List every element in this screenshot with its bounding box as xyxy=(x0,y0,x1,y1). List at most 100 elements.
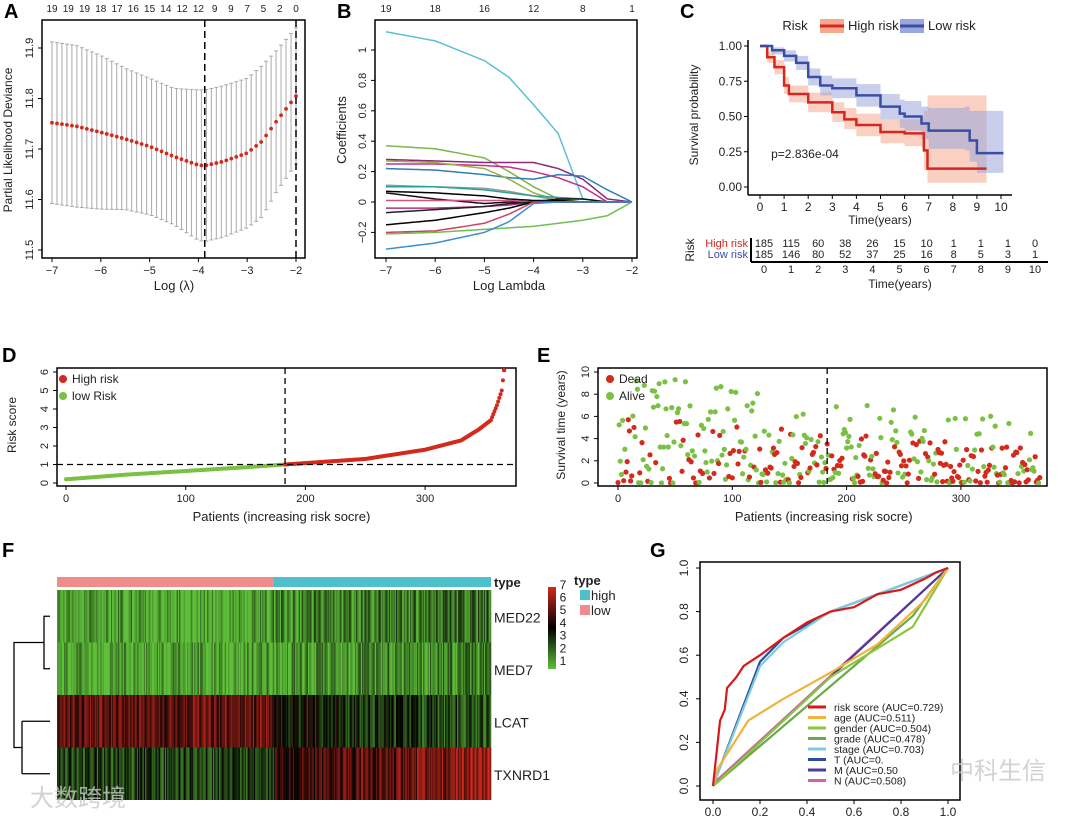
heatmap-cell xyxy=(316,695,318,748)
heatmap-cell xyxy=(413,590,416,643)
dead-point xyxy=(1016,480,1022,486)
heatmap-cell xyxy=(278,642,281,695)
heatmap-cell xyxy=(487,747,489,800)
gene-label: LCAT xyxy=(494,714,529,730)
heatmap-cell xyxy=(171,590,174,643)
heatmap-cell xyxy=(244,695,247,748)
heatmap-cell xyxy=(479,695,481,748)
alive-point xyxy=(669,405,675,411)
risk-table-row-label: Low risk xyxy=(708,249,749,261)
heatmap-cell xyxy=(222,642,224,695)
heatmap-cell xyxy=(85,695,87,748)
dead-point xyxy=(823,465,829,472)
heatmap-cell xyxy=(269,590,271,643)
alive-point xyxy=(924,477,930,483)
heatmap-cell xyxy=(369,590,371,643)
heatmap-cell xyxy=(69,747,72,800)
heatmap-cell xyxy=(414,695,417,748)
heatmap-cell xyxy=(220,695,222,748)
heatmap-cell xyxy=(369,695,371,748)
heatmap-cell xyxy=(312,642,315,695)
alive-point xyxy=(725,406,731,412)
p-value: p=2.836e-04 xyxy=(771,147,839,161)
heatmap-cell xyxy=(420,590,423,643)
heatmap-cell xyxy=(388,642,391,695)
heatmap-cell xyxy=(275,695,277,748)
x-axis-label: Patients (increasing risk socre) xyxy=(735,509,913,524)
risk-table-time: 1 xyxy=(788,264,794,276)
alive-point xyxy=(816,479,822,485)
legend-swatch-low xyxy=(580,605,590,615)
heatmap-cell xyxy=(424,695,426,748)
heatmap-cell xyxy=(171,747,174,800)
heatmap-cell xyxy=(482,695,485,748)
legend-label: gender (AUC=0.504) xyxy=(834,723,931,735)
heatmap-cell xyxy=(400,590,403,643)
heatmap-cell xyxy=(259,695,262,748)
heatmap-cell xyxy=(393,747,396,800)
heatmap-cell xyxy=(371,590,373,643)
heatmap-cell xyxy=(352,747,355,800)
heatmap-cell xyxy=(220,590,222,643)
heatmap-cell xyxy=(403,747,405,800)
heatmap-cell xyxy=(372,695,375,748)
dead-point xyxy=(746,474,753,480)
heatmap-cell xyxy=(159,590,161,643)
heatmap-cell xyxy=(448,747,451,800)
heatmap-cell xyxy=(489,695,492,748)
alive-point xyxy=(689,448,695,454)
deviance-point xyxy=(244,151,249,156)
alive-point xyxy=(870,466,876,472)
heatmap-cell xyxy=(228,747,230,800)
heatmap-cell xyxy=(255,747,257,800)
heatmap-cell xyxy=(189,695,192,748)
deviance-point xyxy=(179,157,184,162)
heatmap-cell xyxy=(147,747,149,800)
alive-point xyxy=(663,406,669,412)
heatmap-cell xyxy=(257,747,260,800)
heatmap-cell xyxy=(100,642,102,695)
heatmap-cell xyxy=(195,590,197,643)
heatmap-cell xyxy=(237,642,240,695)
top-tick-label: 9 xyxy=(212,4,218,15)
deviance-point xyxy=(289,100,293,105)
heatmap-cell xyxy=(173,590,175,643)
heatmap-cell xyxy=(152,695,154,748)
coefficient-path xyxy=(385,31,632,203)
heatmap-cell xyxy=(420,695,423,748)
heatmap-cell xyxy=(397,642,399,695)
heatmap-cell xyxy=(425,695,427,748)
alive-point xyxy=(712,409,718,415)
heatmap-cell xyxy=(125,695,127,748)
heatmap-cell xyxy=(291,695,294,748)
heatmap-cell xyxy=(140,747,142,800)
heatmap-cell xyxy=(150,590,153,643)
x-tick-label: −4 xyxy=(192,265,205,277)
heatmap-cell xyxy=(262,695,264,748)
heatmap-cell xyxy=(325,590,328,643)
heatmap-cell xyxy=(415,590,418,643)
deviance-point xyxy=(89,128,94,133)
heatmap-cell xyxy=(379,642,382,695)
high-risk-point xyxy=(497,395,502,400)
watermark-right: 中科生信 xyxy=(950,758,1046,785)
heatmap-cell xyxy=(289,642,291,695)
dead-point xyxy=(898,463,905,469)
heatmap-cell xyxy=(202,747,204,800)
heatmap-cell xyxy=(381,747,384,800)
heatmap-cell xyxy=(216,590,218,643)
dead-point xyxy=(999,445,1005,451)
dead-point xyxy=(768,465,774,471)
heatmap-cell xyxy=(479,590,481,643)
coefficient-path xyxy=(385,167,633,203)
high-risk-point xyxy=(500,378,505,383)
dead-point xyxy=(615,479,621,486)
heatmap-cell xyxy=(340,642,343,695)
heatmap-cell xyxy=(338,695,340,748)
heatmap-cell xyxy=(411,695,413,748)
heatmap-cell xyxy=(177,747,180,800)
heatmap-cell xyxy=(475,642,478,695)
heatmap-cell xyxy=(116,642,119,695)
heatmap-cell xyxy=(149,695,152,748)
